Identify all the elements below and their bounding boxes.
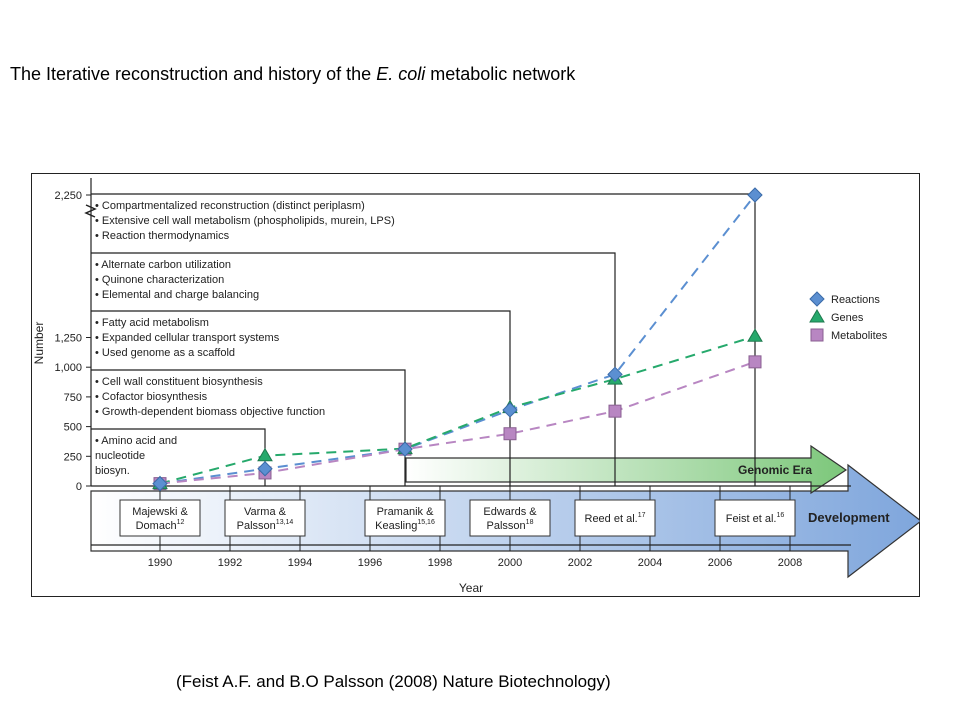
legend-marker-genes — [809, 309, 825, 323]
y-tick-label-3: 500 — [64, 422, 82, 434]
x-tick-label-7: 2002 — [568, 557, 592, 569]
series-line-reactions — [159, 194, 756, 485]
marker-reactions-6 — [747, 187, 763, 203]
x-tick-label-3: 1994 — [288, 557, 312, 569]
legend-label-genes: Genes — [831, 312, 864, 324]
milestone-label-4-1: Edwards & — [483, 506, 537, 518]
milestone-6: Feist et al.16 — [714, 499, 796, 537]
x-tick-label-10: 2008 — [778, 557, 802, 569]
milestone-box-3 — [364, 499, 446, 537]
x-tick-label-2: 1992 — [218, 557, 242, 569]
marker-genes-2 — [257, 447, 273, 462]
annotation-text-4-2: • Quinone characterization — [95, 274, 224, 286]
y-axis-break — [84, 204, 97, 218]
milestone-box-5 — [574, 499, 656, 537]
marker-genes-6 — [747, 328, 763, 342]
annotation-text-2-3: • Growth-dependent biomass objective fun… — [95, 406, 325, 418]
x-tick-label-1: 1990 — [148, 557, 172, 569]
milestone-4: Edwards &Palsson18 — [469, 499, 551, 537]
milestone-label-4-2: Palsson18 — [487, 519, 534, 532]
legend-label-metabolites: Metabolites — [831, 330, 888, 342]
annotation-text-5-3: • Reaction thermodynamics — [95, 230, 230, 242]
annotation-text-3-1: • Fatty acid metabolism — [95, 317, 209, 329]
annotation-text-4-1: • Alternate carbon utilization — [95, 259, 231, 271]
y-tick-label-6: 1,250 — [54, 333, 82, 345]
annotation-text-3-3: • Used genome as a scaffold — [95, 347, 235, 359]
x-tick-label-8: 2004 — [638, 557, 662, 569]
milestone-label-2-1: Varma & — [244, 506, 287, 518]
annotation-text-2-1: • Cell wall constituent biosynthesis — [95, 376, 263, 388]
milestone-label-5-1: Reed et al.17 — [585, 512, 646, 525]
x-axis-label: Year — [459, 581, 483, 595]
series-line-metabolites — [159, 360, 756, 485]
marker-reactions-2 — [257, 461, 273, 477]
x-tick-label-6: 2000 — [498, 557, 522, 569]
slide-title: The Iterative reconstruction and history… — [10, 64, 575, 85]
marker-reactions-3 — [397, 441, 413, 457]
milestone-5: Reed et al.17 — [574, 499, 656, 537]
slide-title-post: metabolic network — [425, 64, 576, 84]
legend-marker-reactions — [809, 291, 825, 307]
milestone-label-1-2: Domach12 — [136, 519, 185, 532]
marker-metabolites-4 — [503, 427, 517, 441]
genomic-era-label: Genomic Era — [738, 463, 812, 477]
x-tick-label-5: 1998 — [428, 557, 452, 569]
y-tick-label-1: 0 — [76, 481, 82, 493]
citation: (Feist A.F. and B.O Palsson (2008) Natur… — [176, 672, 611, 691]
legend-marker-metabolites — [810, 328, 824, 342]
x-tick-label-9: 2006 — [708, 557, 732, 569]
y-tick-label-5: 1,000 — [54, 362, 82, 374]
annotation-text-1-2: nucleotide — [95, 450, 145, 462]
y-tick-label-4: 750 — [64, 392, 82, 404]
marker-reactions-4 — [502, 402, 518, 418]
milestone-box-1 — [119, 499, 201, 537]
milestone-label-6-1: Feist et al.16 — [726, 512, 785, 525]
y-axis-label: Number — [32, 322, 46, 365]
series-line-genes — [159, 335, 756, 485]
development-label: Development — [808, 510, 890, 525]
milestone-1: Majewski &Domach12 — [119, 499, 201, 537]
annotation-text-1-1: • Amino acid and — [95, 435, 177, 447]
slide-title-italic: E. coli — [376, 64, 426, 84]
annotation-text-1-3: biosyn. — [95, 465, 130, 477]
annotation-text-4-3: • Elemental and charge balancing — [95, 289, 259, 301]
slide-title-pre: The Iterative reconstruction and history… — [10, 64, 377, 84]
x-tick-label-4: 1996 — [358, 557, 382, 569]
marker-reactions-1 — [152, 475, 168, 492]
annotation-text-3-2: • Expanded cellular transport systems — [95, 332, 280, 344]
milestone-box-6 — [714, 499, 796, 537]
legend-label-reactions: Reactions — [831, 294, 880, 306]
genomic-era-arrow — [405, 444, 848, 495]
milestone-box-2 — [224, 499, 306, 537]
annotation-text-5-2: • Extensive cell wall metabolism (phosph… — [95, 215, 395, 227]
y-tick-label-2: 250 — [64, 451, 82, 463]
annotation-text-5-1: • Compartmentalized reconstruction (dist… — [95, 200, 365, 212]
milestone-2: Varma &Palsson13,14 — [224, 499, 306, 537]
marker-metabolites-5 — [608, 404, 622, 418]
milestone-label-1-1: Majewski & — [132, 506, 188, 518]
milestone-3: Pramanik &Keasling15,16 — [364, 499, 446, 537]
marker-reactions-5 — [607, 366, 623, 383]
milestone-box-4 — [469, 499, 551, 537]
marker-metabolites-6 — [748, 355, 762, 369]
milestone-label-3-1: Pramanik & — [377, 506, 435, 518]
y-tick-label-7: 2,250 — [54, 190, 82, 202]
annotation-text-2-2: • Cofactor biosynthesis — [95, 391, 208, 403]
